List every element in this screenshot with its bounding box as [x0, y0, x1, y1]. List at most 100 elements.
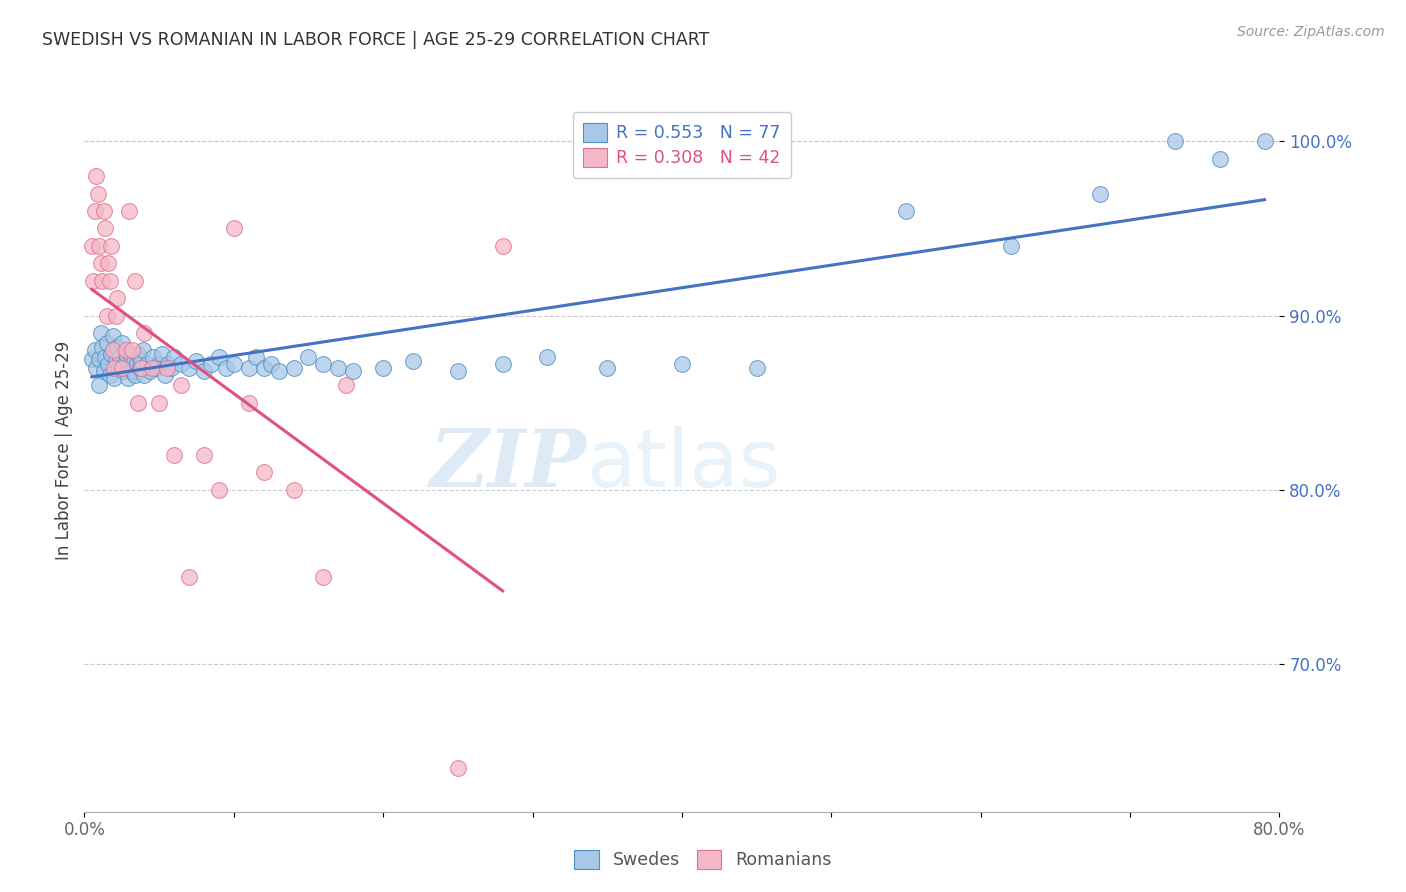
Point	[148, 357, 170, 371]
Point	[89, 378, 111, 392]
Point	[177, 360, 200, 375]
Point	[253, 465, 276, 479]
Point	[132, 368, 156, 382]
Point	[253, 360, 276, 375]
Point	[110, 351, 132, 365]
Point	[105, 340, 128, 354]
Point	[83, 343, 105, 358]
Point	[153, 368, 176, 382]
Point	[97, 357, 120, 371]
Point	[104, 309, 127, 323]
Point	[82, 274, 104, 288]
Point	[1000, 239, 1022, 253]
Point	[98, 274, 121, 288]
Point	[120, 351, 142, 365]
Point	[117, 371, 139, 385]
Point	[129, 360, 152, 375]
Point	[148, 395, 170, 409]
Point	[160, 360, 183, 375]
Point	[1090, 186, 1112, 201]
Point	[105, 291, 128, 305]
Point	[89, 352, 111, 367]
Point	[894, 204, 917, 219]
Point	[177, 570, 200, 584]
Point	[312, 570, 335, 584]
Point	[283, 483, 305, 497]
Point	[170, 357, 193, 371]
Point	[87, 186, 110, 201]
Point	[122, 353, 145, 368]
Legend: R = 0.553   N = 77, R = 0.308   N = 42: R = 0.553 N = 77, R = 0.308 N = 42	[572, 112, 792, 178]
Point	[93, 204, 115, 219]
Point	[492, 239, 515, 253]
Point	[131, 343, 153, 358]
Point	[114, 357, 136, 371]
Point	[1164, 135, 1187, 149]
Point	[671, 357, 693, 371]
Point	[312, 357, 335, 371]
Point	[127, 347, 149, 361]
Point	[283, 360, 305, 375]
Point	[118, 360, 141, 375]
Point	[94, 351, 117, 365]
Point	[142, 351, 165, 365]
Point	[222, 357, 245, 371]
Point	[90, 326, 112, 340]
Point	[121, 364, 143, 378]
Point	[267, 364, 290, 378]
Point	[373, 360, 395, 375]
Legend: Swedes, Romanians: Swedes, Romanians	[568, 843, 838, 876]
Point	[111, 360, 134, 375]
Point	[222, 221, 245, 235]
Point	[1253, 135, 1275, 149]
Point	[90, 256, 112, 270]
Point	[155, 360, 177, 375]
Point	[163, 351, 186, 365]
Point	[93, 364, 115, 378]
Point	[100, 347, 122, 361]
Point	[127, 395, 149, 409]
Point	[150, 347, 173, 361]
Point	[208, 351, 231, 365]
Point	[447, 364, 470, 378]
Point	[91, 274, 114, 288]
Point	[103, 360, 125, 375]
Point	[94, 221, 117, 235]
Point	[91, 340, 114, 354]
Point	[80, 239, 103, 253]
Point	[328, 360, 350, 375]
Point	[96, 309, 118, 323]
Point	[112, 364, 135, 378]
Point	[745, 360, 768, 375]
Point	[125, 357, 148, 371]
Point	[1209, 152, 1232, 166]
Point	[193, 364, 215, 378]
Point	[107, 360, 129, 375]
Point	[402, 353, 425, 368]
Point	[193, 448, 215, 462]
Point	[86, 169, 108, 184]
Point	[115, 343, 138, 358]
Point	[100, 239, 122, 253]
Point	[238, 360, 260, 375]
Point	[157, 357, 180, 371]
Point	[101, 329, 124, 343]
Point	[80, 352, 103, 367]
Point	[121, 343, 143, 358]
Point	[200, 357, 222, 371]
Point	[342, 364, 364, 378]
Point	[208, 483, 231, 497]
Point	[101, 343, 124, 358]
Point	[145, 360, 167, 375]
Point	[492, 357, 515, 371]
Point	[170, 378, 193, 392]
Point	[104, 353, 127, 368]
Point	[129, 353, 152, 368]
Text: Source: ZipAtlas.com: Source: ZipAtlas.com	[1237, 25, 1385, 39]
Text: SWEDISH VS ROMANIAN IN LABOR FORCE | AGE 25-29 CORRELATION CHART: SWEDISH VS ROMANIAN IN LABOR FORCE | AGE…	[42, 31, 710, 49]
Point	[163, 448, 186, 462]
Point	[111, 336, 134, 351]
Point	[97, 256, 120, 270]
Point	[215, 360, 238, 375]
Y-axis label: In Labor Force | Age 25-29: In Labor Force | Age 25-29	[55, 341, 73, 560]
